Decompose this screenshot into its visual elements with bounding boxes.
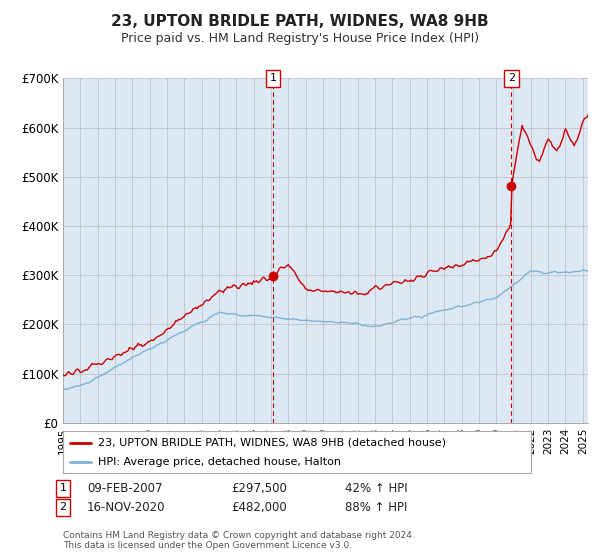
Text: £482,000: £482,000 bbox=[231, 501, 287, 514]
Text: 23, UPTON BRIDLE PATH, WIDNES, WA8 9HB: 23, UPTON BRIDLE PATH, WIDNES, WA8 9HB bbox=[111, 14, 489, 29]
Text: 16-NOV-2020: 16-NOV-2020 bbox=[87, 501, 166, 514]
Text: £297,500: £297,500 bbox=[231, 482, 287, 495]
Text: Contains HM Land Registry data © Crown copyright and database right 2024.
This d: Contains HM Land Registry data © Crown c… bbox=[63, 531, 415, 550]
Text: 42% ↑ HPI: 42% ↑ HPI bbox=[345, 482, 407, 495]
Text: 2: 2 bbox=[59, 502, 67, 512]
Text: 09-FEB-2007: 09-FEB-2007 bbox=[87, 482, 163, 495]
Text: 1: 1 bbox=[269, 73, 277, 83]
Text: 23, UPTON BRIDLE PATH, WIDNES, WA8 9HB (detached house): 23, UPTON BRIDLE PATH, WIDNES, WA8 9HB (… bbox=[98, 437, 446, 447]
Text: 2: 2 bbox=[508, 73, 515, 83]
Text: 1: 1 bbox=[59, 483, 67, 493]
Text: HPI: Average price, detached house, Halton: HPI: Average price, detached house, Halt… bbox=[98, 457, 341, 467]
Text: Price paid vs. HM Land Registry's House Price Index (HPI): Price paid vs. HM Land Registry's House … bbox=[121, 32, 479, 45]
Text: 88% ↑ HPI: 88% ↑ HPI bbox=[345, 501, 407, 514]
